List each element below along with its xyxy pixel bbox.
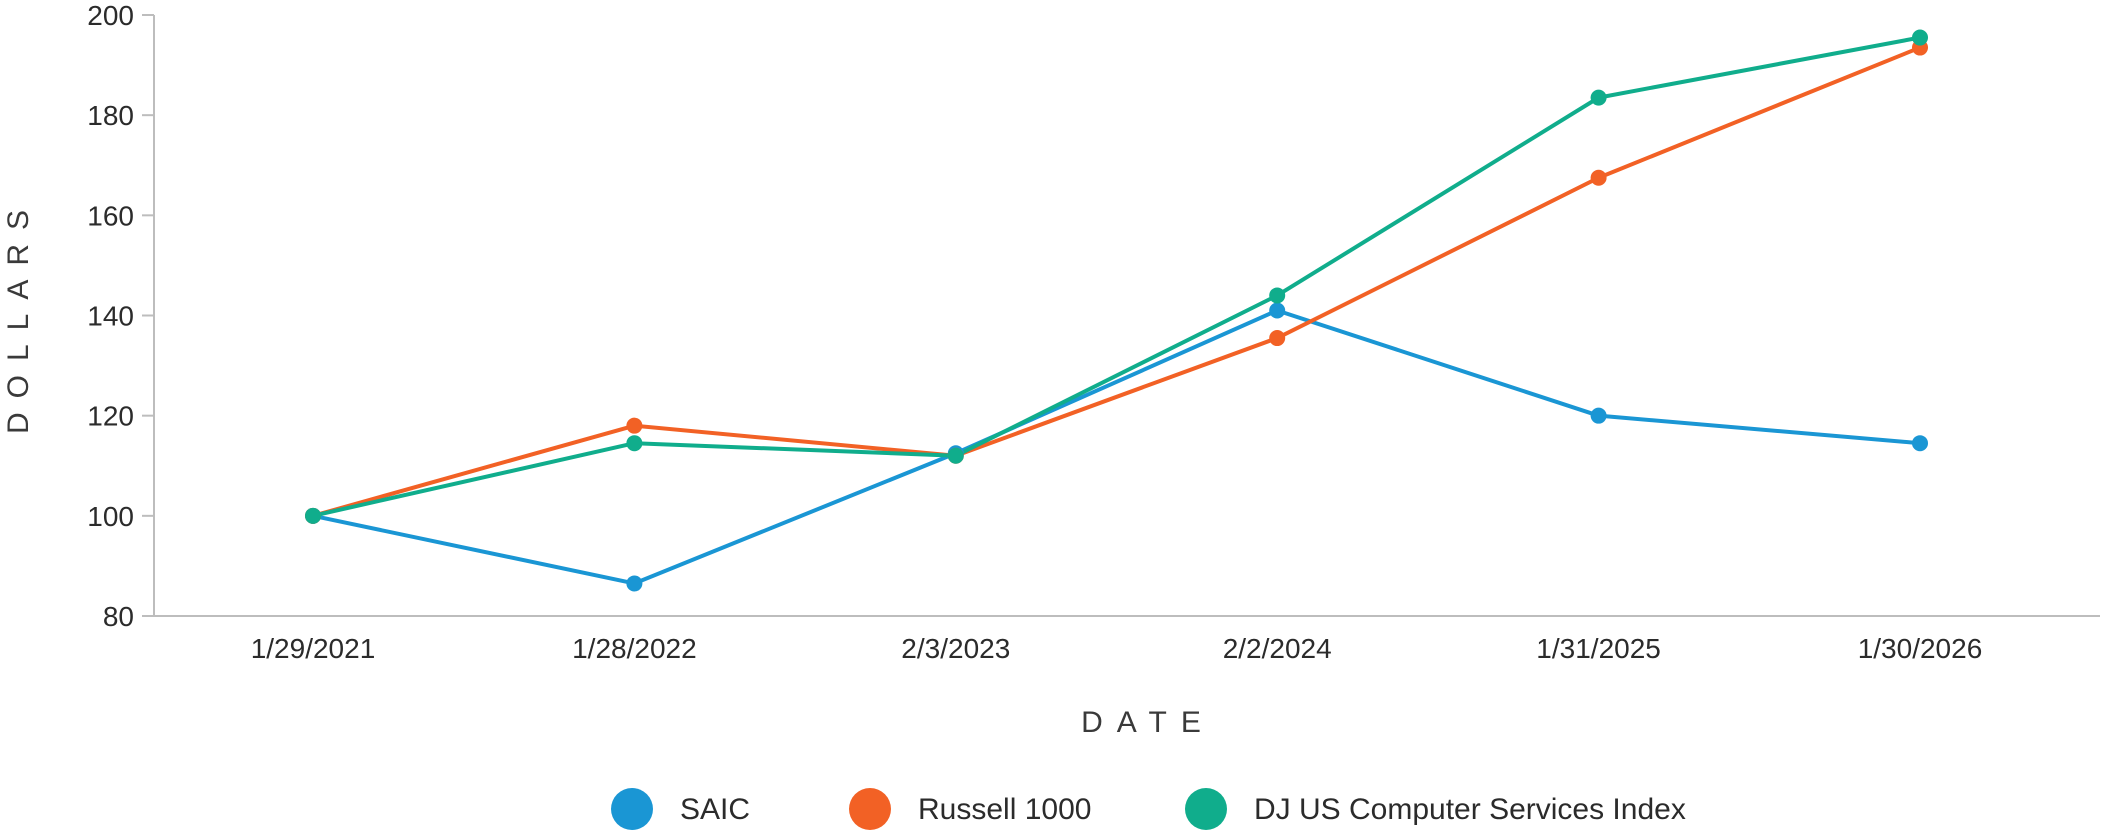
legend-item: SAIC	[611, 788, 750, 830]
x-tick-label: 1/30/2026	[1858, 633, 1983, 664]
legend-label: SAIC	[680, 793, 750, 826]
legend-swatch	[611, 788, 653, 830]
legend-item: DJ US Computer Services Index	[1185, 788, 1686, 830]
y-tick-label: 120	[87, 401, 134, 432]
data-point-0-3	[1269, 302, 1286, 319]
x-tick-label: 1/31/2025	[1536, 633, 1661, 664]
y-tick-label: 100	[87, 501, 134, 532]
data-point-1-1	[626, 417, 643, 434]
legend-label: DJ US Computer Services Index	[1254, 793, 1686, 826]
legend: SAIC Russell 1000 DJ US Computer Services …	[611, 788, 1686, 830]
series-line-1	[312, 45, 1921, 518]
legend-swatch	[849, 788, 891, 830]
data-point-2-2	[947, 447, 964, 464]
data-point-0-5	[1912, 435, 1928, 452]
data-point-2-1	[626, 435, 643, 452]
y-tick-label: 140	[87, 301, 134, 332]
legend-label: Russell 1000	[918, 793, 1091, 826]
data-point-2-0	[305, 507, 321, 524]
x-ticks: 1/29/2021 1/28/2022 2/3/2023 2/2/2024 1/31/2…	[251, 633, 1983, 664]
series-layer	[305, 29, 1928, 592]
legend-swatch	[1185, 788, 1227, 830]
data-point-2-4	[1590, 89, 1607, 106]
y-axis-title: DOLLARS	[2, 196, 35, 434]
data-point-0-4	[1590, 407, 1607, 424]
axes	[153, 15, 2100, 617]
series-line-2	[312, 35, 1921, 518]
series-lines	[312, 35, 1921, 586]
legend-item: Russell 1000	[849, 788, 1091, 830]
data-point-2-3	[1269, 287, 1286, 304]
y-tick-label: 180	[87, 100, 134, 131]
y-tick-label: 200	[87, 0, 134, 31]
x-axis-title: DATE	[1081, 706, 1215, 739]
data-point-1-3	[1269, 330, 1286, 347]
data-point-2-5	[1912, 29, 1928, 46]
data-point-0-1	[626, 575, 643, 592]
y-tick-label: 80	[103, 601, 134, 632]
x-tick-label: 2/3/2023	[901, 633, 1010, 664]
data-point-1-4	[1590, 169, 1607, 186]
series-points	[305, 29, 1928, 592]
y-tick-label: 160	[87, 200, 134, 231]
y-ticks: 80 100 120 140 160 180 200	[87, 0, 154, 632]
x-tick-label: 2/2/2024	[1223, 633, 1332, 664]
series-line-0	[312, 308, 1921, 586]
x-tick-label: 1/29/2021	[251, 633, 376, 664]
x-tick-label: 1/28/2022	[572, 633, 697, 664]
